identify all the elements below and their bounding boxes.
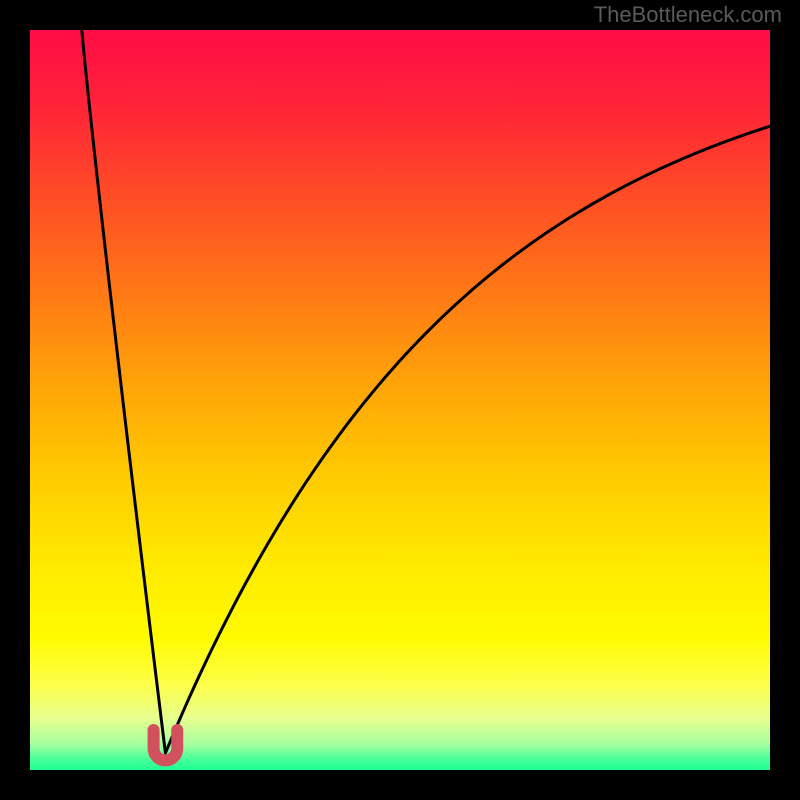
watermark-text: TheBottleneck.com (594, 2, 782, 28)
chart-svg (0, 0, 800, 800)
plot-background (30, 30, 770, 770)
chart-frame: TheBottleneck.com (0, 0, 800, 800)
